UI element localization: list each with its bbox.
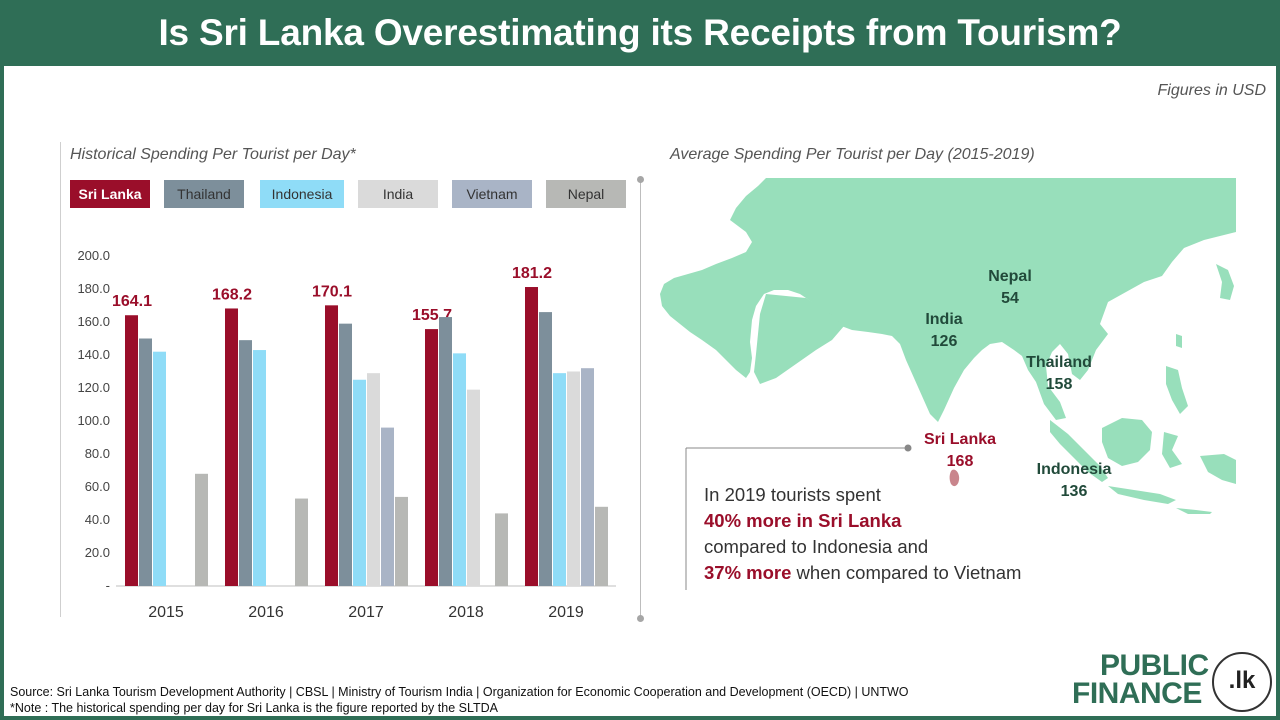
- bar-india: [467, 389, 480, 586]
- bar-sri-lanka: [225, 308, 238, 586]
- x-tick-label: 2016: [248, 604, 284, 621]
- logo-text: PUBLIC FINANCE: [1072, 649, 1209, 710]
- map-sulawesi: [1162, 432, 1182, 468]
- content-panel: Figures in USD Historical Spending Per T…: [4, 66, 1276, 716]
- page-title: Is Sri Lanka Overestimating its Receipts…: [158, 12, 1122, 53]
- map-label-sri-lanka: Sri Lanka 168: [923, 431, 997, 470]
- y-tick-label: 20.0: [85, 545, 110, 560]
- note-line: *Note : The historical spending per day …: [10, 701, 498, 715]
- map-subtitle: Average Spending Per Tourist per Day (20…: [670, 146, 1035, 163]
- map-label-thailand: Thailand 158: [1026, 354, 1092, 393]
- divider-dot-top: [637, 176, 644, 183]
- map-japan: [1216, 264, 1234, 300]
- legend-sri-lanka: Sri Lanka: [70, 180, 150, 208]
- data-label: 170.1: [312, 283, 352, 300]
- map-taiwan: [1176, 334, 1182, 348]
- bar-thailand: [539, 312, 552, 586]
- y-tick-label: 140.0: [77, 347, 110, 362]
- callout-line-4-highlight: 37% more: [704, 562, 792, 583]
- bar-nepal: [195, 473, 208, 586]
- header-bar: Is Sri Lanka Overestimating its Receipts…: [0, 0, 1280, 66]
- bar-india: [367, 373, 380, 586]
- bar-vietnam: [581, 368, 594, 586]
- logo-badge-text: .lk: [1228, 667, 1256, 694]
- bar-thailand: [339, 323, 352, 586]
- bar-chart-subtitle: Historical Spending Per Tourist per Day*: [70, 146, 356, 163]
- callout-line-4-rest: when compared to Vietnam: [791, 562, 1022, 583]
- callout-line-1: In 2019 tourists spent: [704, 484, 881, 505]
- map-sri-lanka: [949, 469, 960, 487]
- bar-nepal: [595, 506, 608, 586]
- callout-line-3: compared to Indonesia and: [704, 536, 929, 557]
- bar-sri-lanka: [525, 287, 538, 586]
- bar-indonesia: [453, 353, 466, 586]
- legend-vietnam: Vietnam: [452, 180, 532, 208]
- map-sumatra: [1050, 420, 1108, 482]
- y-tick-label: 40.0: [85, 512, 110, 527]
- bar-indonesia: [553, 373, 566, 586]
- map-philippines: [1166, 366, 1188, 414]
- bar-thailand: [239, 340, 252, 586]
- map-java: [1108, 486, 1176, 504]
- bar-vietnam: [381, 427, 394, 586]
- y-tick-label: 160.0: [77, 314, 110, 329]
- logo-line-public: PUBLIC: [1100, 649, 1209, 682]
- callout-line-2: 40% more in Sri Lanka: [704, 510, 902, 531]
- y-tick-label: -: [106, 578, 110, 593]
- data-label: 168.2: [212, 286, 252, 303]
- x-tick-label: 2015: [148, 604, 184, 621]
- chart-left-border: [60, 142, 61, 617]
- bar-indonesia: [353, 379, 366, 586]
- y-tick-label: 80.0: [85, 446, 110, 461]
- bar-indonesia: [153, 351, 166, 586]
- y-tick-label: 200.0: [77, 248, 110, 263]
- legend-india: India: [358, 180, 438, 208]
- callout-connector: [685, 444, 912, 590]
- logo-line-finance: FINANCE: [1072, 677, 1202, 710]
- source-notes: Source: Sri Lanka Tourism Development Au…: [10, 684, 909, 716]
- map: [660, 178, 1236, 514]
- bar-thailand: [439, 317, 452, 586]
- bar-nepal: [395, 496, 408, 586]
- map-arabian-peninsula: [754, 294, 844, 384]
- y-tick-label: 120.0: [77, 380, 110, 395]
- map-asia-landmass: [660, 178, 1236, 422]
- bar-india: [567, 371, 580, 586]
- bar-chart: - 20.0 40.0 60.0 80.0 100.0 120.0 140.0 160.0 180…: [77, 248, 616, 621]
- map-label-indonesia: Indonesia 136: [1036, 461, 1112, 500]
- source-line: Source: Sri Lanka Tourism Development Au…: [10, 685, 909, 699]
- legend-nepal: Nepal: [546, 180, 626, 208]
- y-tick-label: 100.0: [77, 413, 110, 428]
- bar-indonesia: [253, 350, 266, 586]
- logo-badge: .lk: [1212, 652, 1272, 712]
- map-borneo: [1102, 418, 1152, 466]
- x-tick-label: 2018: [448, 604, 484, 621]
- callout-text: In 2019 tourists spent 40% more in Sri L…: [704, 482, 1021, 586]
- bar-thailand: [139, 338, 152, 586]
- map-papua: [1200, 454, 1236, 484]
- section-divider: [640, 180, 641, 620]
- y-tick-label: 180.0: [77, 281, 110, 296]
- map-label-india: India 126: [925, 311, 963, 350]
- map-label-nepal: Nepal 54: [988, 268, 1032, 307]
- data-label: 164.1: [112, 293, 152, 310]
- x-tick-label: 2019: [548, 604, 584, 621]
- callout-line-4: 37% more when compared to Vietnam: [704, 560, 1021, 586]
- bar-sri-lanka: [125, 315, 138, 586]
- bar-nepal: [295, 498, 308, 586]
- legend-indonesia: Indonesia: [260, 180, 344, 208]
- divider-dot-bottom: [637, 615, 644, 622]
- bar-sri-lanka: [425, 329, 438, 586]
- map-lesser-sunda: [1176, 508, 1212, 514]
- x-tick-label: 2017: [348, 604, 384, 621]
- data-label: 181.2: [512, 265, 552, 282]
- bar-sri-lanka: [325, 305, 338, 586]
- bar-nepal: [495, 513, 508, 586]
- units-note: Figures in USD: [1157, 82, 1266, 99]
- y-tick-label: 60.0: [85, 479, 110, 494]
- legend-thailand: Thailand: [164, 180, 244, 208]
